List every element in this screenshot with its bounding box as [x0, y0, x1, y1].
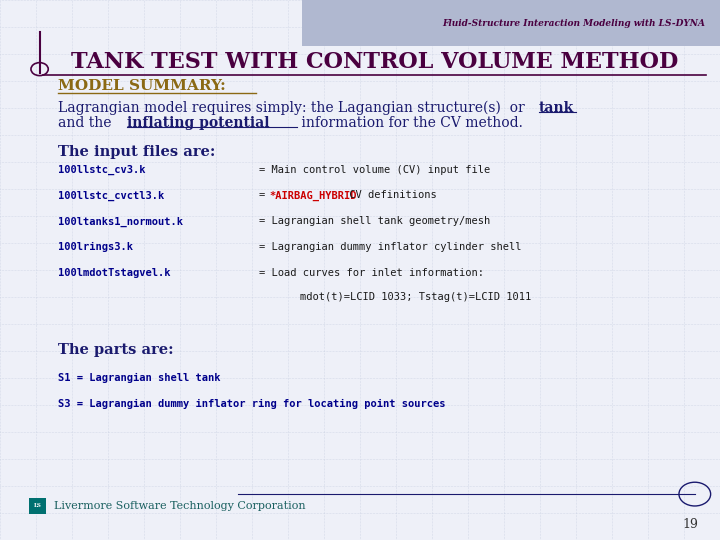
Text: The input files are:: The input files are: [58, 145, 215, 159]
Text: 100lrings3.k: 100lrings3.k [58, 242, 132, 252]
Text: MODEL SUMMARY:: MODEL SUMMARY: [58, 79, 225, 93]
Text: LS: LS [34, 503, 41, 509]
Text: Lagrangian model requires simply: the Lagangian structure(s)  or: Lagrangian model requires simply: the La… [58, 101, 528, 115]
Text: The parts are:: The parts are: [58, 343, 174, 357]
Text: =: = [259, 191, 271, 200]
Text: Fluid-Structure Interaction Modeling with LS-DYNA: Fluid-Structure Interaction Modeling wit… [443, 19, 706, 28]
Text: CV definitions: CV definitions [343, 191, 437, 200]
Text: 100llstc_cv3.k: 100llstc_cv3.k [58, 165, 145, 174]
Text: information for the CV method.: information for the CV method. [297, 116, 523, 130]
FancyBboxPatch shape [29, 498, 46, 514]
Text: = Lagrangian dummy inflator cylinder shell: = Lagrangian dummy inflator cylinder she… [259, 242, 522, 252]
Text: 100lmdotTstagvel.k: 100lmdotTstagvel.k [58, 268, 170, 278]
Text: *AIRBAG_HYBRID: *AIRBAG_HYBRID [270, 191, 357, 200]
Text: 19: 19 [683, 518, 698, 531]
Text: tank: tank [539, 101, 574, 115]
Text: TANK TEST WITH CONTROL VOLUME METHOD: TANK TEST WITH CONTROL VOLUME METHOD [71, 51, 678, 72]
Text: mdot(t)=LCID 1033; Tstag(t)=LCID 1011: mdot(t)=LCID 1033; Tstag(t)=LCID 1011 [275, 292, 531, 301]
Text: 100llstc_cvctl3.k: 100llstc_cvctl3.k [58, 191, 164, 200]
Text: inflating potential: inflating potential [127, 116, 270, 130]
Text: = Main control volume (CV) input file: = Main control volume (CV) input file [259, 165, 490, 174]
Text: = Lagrangian shell tank geometry/mesh: = Lagrangian shell tank geometry/mesh [259, 217, 490, 226]
Text: and the: and the [58, 116, 115, 130]
Text: 100ltanks1_normout.k: 100ltanks1_normout.k [58, 217, 183, 226]
Text: Livermore Software Technology Corporation: Livermore Software Technology Corporatio… [54, 501, 305, 511]
Text: S3 = Lagrangian dummy inflator ring for locating point sources: S3 = Lagrangian dummy inflator ring for … [58, 399, 445, 409]
Text: S1 = Lagrangian shell tank: S1 = Lagrangian shell tank [58, 373, 220, 383]
Text: = Load curves for inlet information:: = Load curves for inlet information: [259, 268, 484, 278]
FancyBboxPatch shape [302, 0, 720, 46]
